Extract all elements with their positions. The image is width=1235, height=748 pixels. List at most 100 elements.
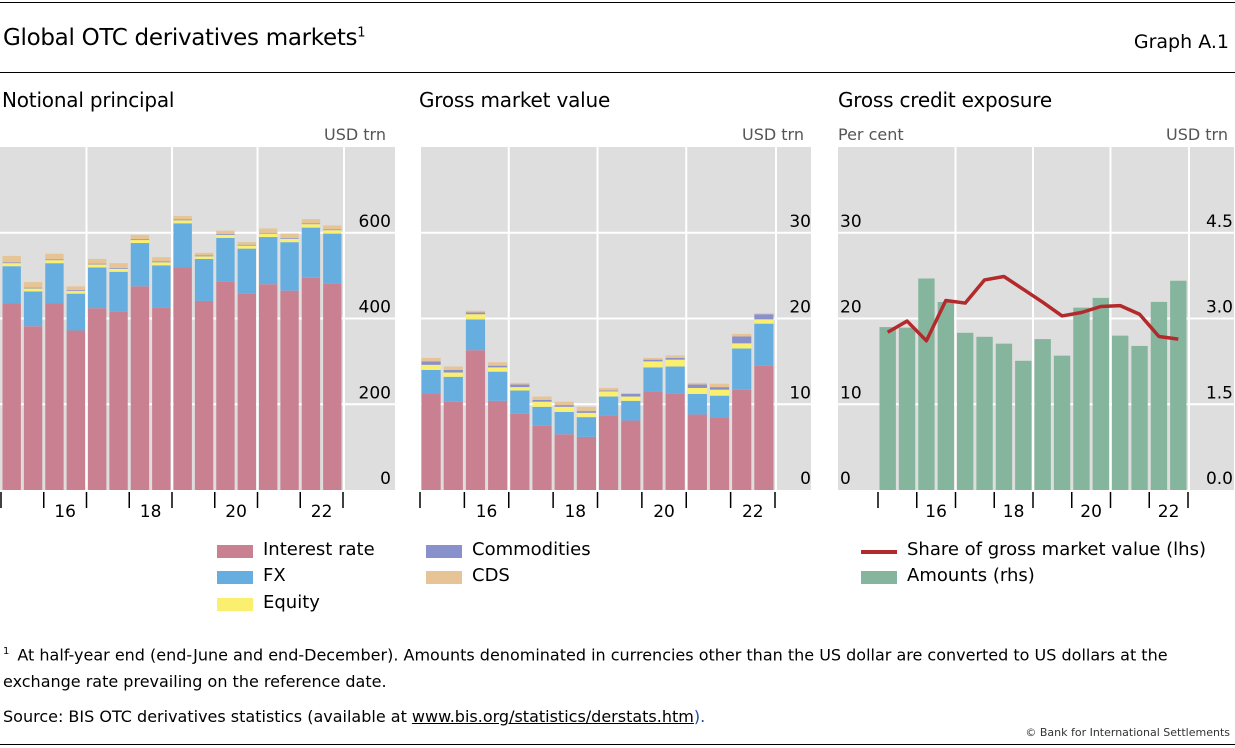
bar-segment-equity [488, 367, 508, 372]
bar-segment-commodities [488, 365, 508, 368]
bar-segment-fx [237, 248, 256, 294]
bar-amounts [957, 332, 974, 490]
bar-segment-equity [152, 262, 171, 266]
bar-segment-cds [173, 216, 192, 220]
bar-segment-commodities [237, 244, 256, 246]
bar-segment-fx [66, 293, 85, 331]
legend-label: Amounts (rhs) [907, 565, 1035, 586]
source-suffix: ). [693, 707, 706, 726]
bar-segment-commodities [599, 390, 619, 392]
bar-segment-interest-rate [323, 283, 342, 490]
y-tick-label-right: 0.0 [1206, 469, 1233, 489]
bar-segment-commodities [687, 384, 707, 388]
x-tick-label: 16 [925, 502, 947, 522]
x-tick-label: 18 [564, 502, 586, 522]
bar-segment-equity [88, 264, 107, 268]
bar-segment-cds [323, 225, 342, 230]
bar-segment-commodities [532, 399, 552, 402]
bar-segment-interest-rate [709, 417, 730, 490]
bar-segment-interest-rate [88, 308, 107, 490]
gross-credit-exposure-chart: 0 10 20 30 0.0 1.5 3.0 4.5 16 18 20 22 [838, 147, 1234, 522]
bar-segment-commodities [23, 287, 43, 289]
bar-segment-interest-rate [173, 267, 192, 490]
panel-title-notional: Notional principal [2, 88, 175, 112]
bar-segment-fx [687, 393, 707, 415]
bar-segment-interest-rate [216, 281, 235, 490]
bar-segment-fx [109, 271, 128, 312]
bar-segment-fx [643, 367, 663, 392]
bar-segment-interest-rate [532, 425, 552, 490]
bar-segment-commodities [554, 405, 574, 407]
x-tick-label: 16 [476, 502, 498, 522]
bar-segment-commodities [280, 237, 299, 239]
bar-segment-interest-rate [510, 413, 530, 490]
bar-segment-commodities [732, 336, 752, 344]
bar-segment-commodities [621, 393, 641, 397]
bar-segment-cds [216, 230, 235, 235]
bar-segment-equity [421, 364, 441, 370]
bar-segment-interest-rate [301, 277, 321, 490]
bar-segment-interest-rate [576, 436, 596, 490]
bar-segment-cds [643, 357, 663, 360]
unit-label-exposure-usd: USD trn [1166, 125, 1228, 144]
bar-segment-commodities [323, 229, 342, 231]
bar-segment-cds [2, 255, 21, 263]
legend-swatch-fx [217, 571, 253, 584]
bar-segment-equity [2, 263, 21, 267]
bar-segment-fx [510, 390, 530, 414]
bar-segment-interest-rate [194, 300, 214, 490]
bar-segment-cds [599, 387, 619, 391]
bar-segment-equity [173, 220, 192, 224]
bar-segment-equity [665, 359, 685, 367]
bar-segment-interest-rate [687, 414, 707, 490]
bar-segment-equity [323, 230, 342, 234]
y-tick-label: 20 [789, 298, 811, 318]
share-line [886, 274, 1179, 343]
bar-amounts [918, 278, 935, 490]
bar-segment-fx [88, 267, 107, 309]
bar-segment-interest-rate [665, 393, 685, 490]
bar-segment-equity [709, 389, 730, 396]
bar-segment-commodities [216, 234, 235, 235]
bar-segment-interest-rate [237, 293, 256, 490]
gross-market-value-chart: 0 10 20 30 16 18 20 22 [419, 147, 811, 522]
y-tick-label: 30 [789, 212, 811, 232]
bar-segment-interest-rate [280, 290, 299, 490]
y-tick-label: 600 [359, 212, 391, 232]
bar-segment-fx [259, 237, 278, 285]
bar-segment-interest-rate [443, 401, 463, 490]
bar-segment-cds [152, 257, 171, 262]
legend-swatch-interest-rate [217, 545, 253, 558]
bar-segment-cds [732, 333, 752, 337]
legend-exposure: Share of gross market value (lhs) Amount… [861, 539, 1235, 593]
bar-segment-cds [421, 357, 441, 362]
source-link[interactable]: www.bis.org/statistics/derstats.htm [411, 707, 694, 726]
bar-segment-fx [621, 400, 641, 421]
footnote: 1 At half-year end (end-June and end-Dece… [3, 638, 1235, 695]
legend-swatch-equity [217, 598, 253, 611]
bar-segment-commodities [130, 239, 150, 241]
bar-segment-fx [443, 376, 463, 402]
y-tick-label: 0 [380, 469, 391, 489]
bar-amounts [1170, 280, 1187, 490]
bar-segment-equity [510, 387, 530, 391]
bar-segment-fx [130, 243, 150, 287]
bar-segment-cds [510, 382, 530, 385]
bar-segment-equity [45, 260, 64, 264]
y-tick-label-right: 3.0 [1206, 298, 1233, 318]
panel-title-gross-credit-exposure: Gross credit exposure [838, 88, 1052, 112]
legend-label: CDS [472, 565, 510, 586]
bar-segment-fx [532, 406, 552, 426]
bar-segment-equity [237, 245, 256, 249]
x-tick-label: 20 [1080, 502, 1102, 522]
unit-label-percent: Per cent [838, 125, 904, 144]
bar-segment-equity [643, 361, 663, 368]
bar-segment-cds [194, 252, 214, 256]
bar-segment-fx [665, 366, 685, 394]
bar-segment-interest-rate [2, 303, 21, 490]
y-tick-label-left: 20 [840, 298, 862, 318]
bar-segment-fx [301, 227, 321, 278]
bar-segment-cds [88, 258, 107, 264]
bar-segment-equity [301, 224, 321, 228]
bar-segment-commodities [643, 359, 663, 362]
